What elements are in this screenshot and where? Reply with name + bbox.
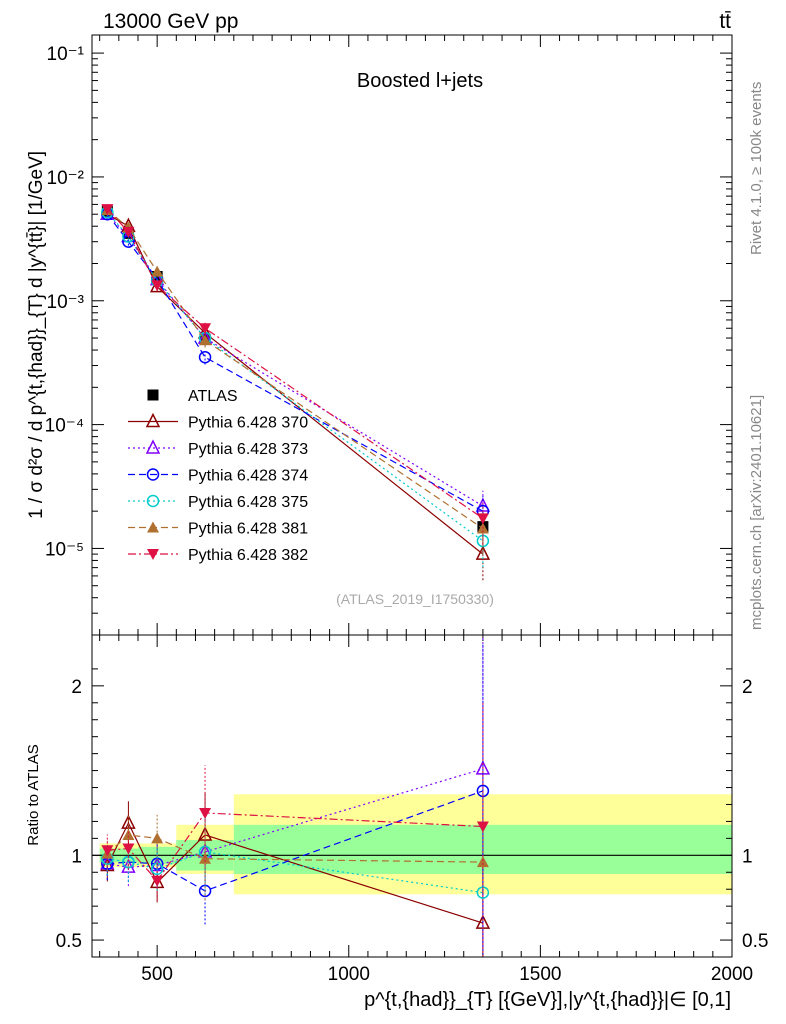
ratio-y-tick-label: 0.5	[56, 931, 82, 952]
x-tick-label: 1500	[519, 964, 561, 985]
legend-marker	[147, 549, 159, 560]
ratio-data-point	[199, 807, 212, 819]
ratio-panel: Ratio to ATLAS 0.5 0.5 1 1 2 2 500 1000 1500 2000…	[25, 634, 768, 1011]
main-data-point	[151, 280, 164, 292]
main-series-6	[101, 204, 489, 545]
ratio-y-axis-label: Ratio to ATLAS	[25, 744, 42, 845]
ratio-data-point	[101, 845, 114, 857]
main-y-tick-label: 10⁻³	[47, 292, 85, 313]
ratio-series-group	[100, 635, 491, 957]
x-tick-label: 1000	[328, 964, 370, 985]
x-tick-label: 500	[141, 964, 173, 985]
ratio-data-point	[476, 821, 489, 833]
main-axis-ticks: 10⁻⁵ 10⁻⁴ 10⁻³ 10⁻² 10⁻¹	[45, 35, 733, 636]
main-y-tick-label: 10⁻⁵	[45, 539, 84, 560]
ratio-y-tick-label: 1	[71, 846, 82, 867]
main-y-axis-label: 1 / σ d²σ / d p^{t,{had}}_{T} d |y^{tt̄}…	[26, 151, 47, 519]
ratio-series-1	[100, 635, 491, 949]
legend-marker	[145, 439, 161, 454]
main-series-line	[106, 213, 484, 507]
legend-label: Pythia 6.428 382	[188, 547, 308, 564]
analysis-watermark: (ATLAS_2019_I1750330)	[336, 591, 494, 607]
ratio-data-point	[151, 832, 164, 844]
x-tick-label: 2000	[711, 964, 753, 985]
mcplots-label: mcplots.cern.ch [arXiv:2401.10621]	[748, 395, 765, 630]
main-frame	[91, 34, 733, 636]
legend-label: Pythia 6.428 374	[188, 468, 308, 485]
legend-marker	[146, 468, 160, 481]
legend-label: Pythia 6.428 375	[188, 494, 308, 511]
ratio-frame	[91, 634, 733, 958]
main-y-tick-label: 10⁻¹	[47, 44, 85, 65]
legend-marker	[146, 494, 160, 508]
main-series-3	[101, 207, 490, 538]
ratio-data-point	[122, 843, 135, 855]
ratio-data-point	[199, 852, 212, 864]
legend-label: Pythia 6.428 373	[188, 441, 308, 458]
ratio-data-point	[476, 856, 489, 868]
ratio-y-tick-label-right: 2	[742, 677, 753, 698]
process-label: tt̄	[719, 10, 731, 33]
main-y-tick-label: 10⁻⁴	[45, 416, 84, 437]
ratio-axis-ticks: 0.5 0.5 1 1 2 2 500 1000 1500 2000	[56, 635, 768, 985]
main-panel: Boosted l+jets (ATLAS_2019_I1750330) 1 /…	[26, 34, 733, 636]
ratio-y-tick-label-right: 0.5	[742, 931, 768, 952]
main-series-group	[100, 204, 491, 581]
legend-label: Pythia 6.428 370	[188, 415, 308, 432]
main-data-point	[151, 265, 164, 277]
ratio-uncertainty-bands	[92, 794, 732, 895]
energy-label: 13000 GeV pp	[103, 10, 238, 33]
ratio-data-point	[151, 875, 164, 887]
main-title: Boosted l+jets	[357, 70, 483, 92]
main-data-point	[122, 226, 135, 238]
main-data-point	[475, 545, 491, 560]
main-series-line	[106, 211, 484, 542]
legend-marker	[147, 521, 159, 533]
rivet-version-label: Rivet 4.1.0, ≥ 100k events	[748, 82, 765, 255]
legend: ATLAS Pythia 6.428 370 Pythia 6.428 373 Pyt…	[128, 388, 308, 564]
x-axis-label: p^{t,{had}}_{T} [{GeV}],|y^{t,{had}}|∈ […	[364, 989, 731, 1011]
ratio-y-tick-label: 2	[71, 677, 82, 698]
main-data-point	[476, 513, 489, 525]
legend-marker	[145, 412, 161, 428]
ratio-y-tick-label-right: 1	[742, 846, 753, 867]
main-y-tick-label: 10⁻²	[47, 168, 85, 189]
main-data-point	[199, 334, 212, 346]
legend-marker	[147, 389, 159, 401]
ratio-data-point	[122, 828, 135, 840]
ratio-series-5	[101, 701, 489, 957]
main-data-point	[198, 350, 212, 364]
legend-label: Pythia 6.428 381	[188, 521, 308, 538]
legend-label: ATLAS	[188, 388, 238, 405]
main-data-point	[101, 204, 114, 216]
main-data-point	[199, 323, 212, 335]
